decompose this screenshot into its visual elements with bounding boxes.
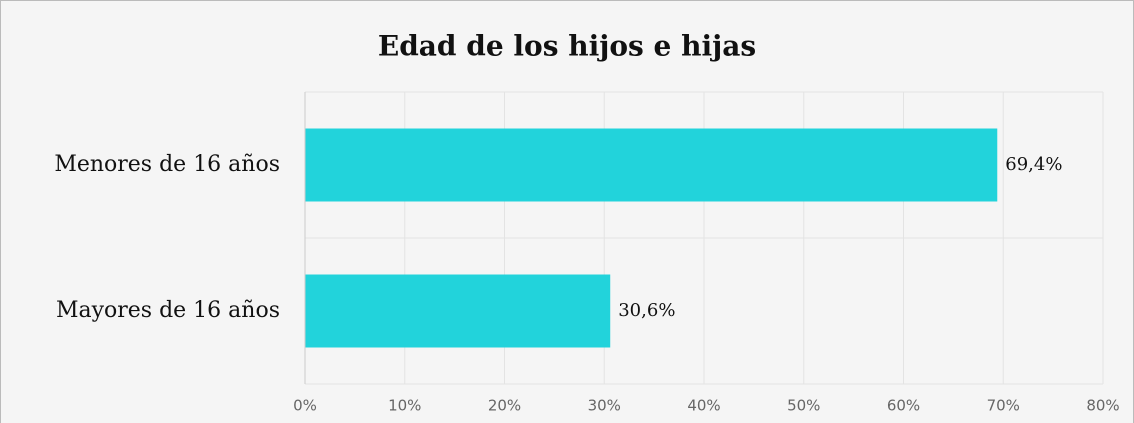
x-tick-label: 50% <box>787 397 820 415</box>
category-label: Menores de 16 años <box>54 152 280 177</box>
bar <box>305 274 611 348</box>
x-tick-label: 60% <box>887 397 920 415</box>
value-label: 69,4% <box>1005 154 1062 175</box>
x-tick-label: 70% <box>987 397 1020 415</box>
category-label: Mayores de 16 años <box>56 298 280 323</box>
x-tick-label: 0% <box>293 397 317 415</box>
x-tick-label: 40% <box>687 397 720 415</box>
x-tick-label: 20% <box>488 397 521 415</box>
x-tick-label: 80% <box>1086 397 1119 415</box>
x-tick-label: 10% <box>388 397 421 415</box>
value-label: 30,6% <box>618 300 675 321</box>
bar <box>305 128 998 202</box>
x-tick-label: 30% <box>588 397 621 415</box>
chart-title: Edad de los hijos e hijas <box>378 30 756 63</box>
